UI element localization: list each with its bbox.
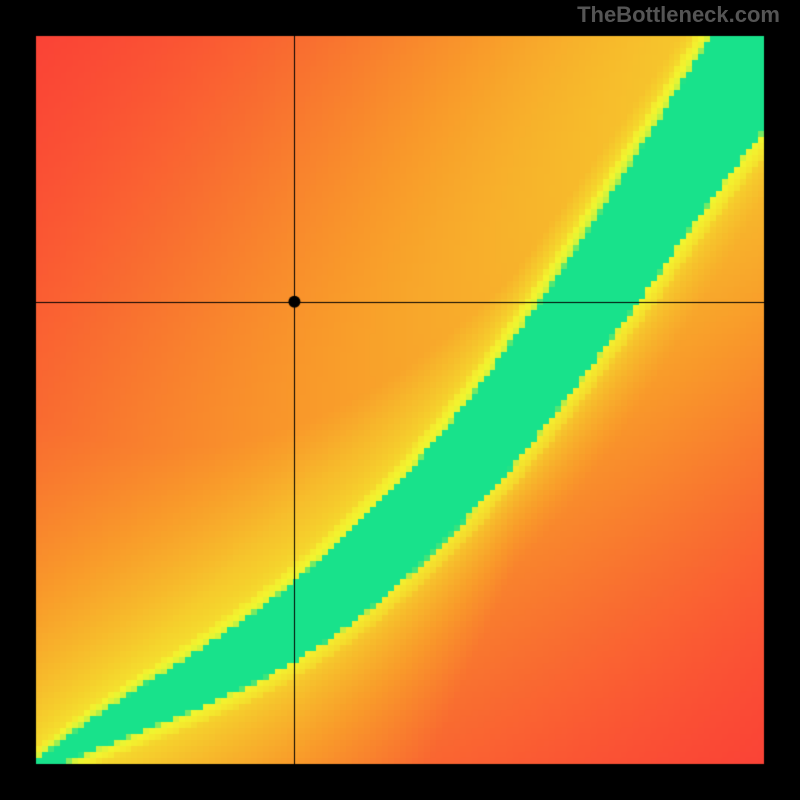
chart-container: TheBottleneck.com [0,0,800,800]
watermark-text: TheBottleneck.com [577,2,780,28]
bottleneck-heatmap [0,0,800,800]
